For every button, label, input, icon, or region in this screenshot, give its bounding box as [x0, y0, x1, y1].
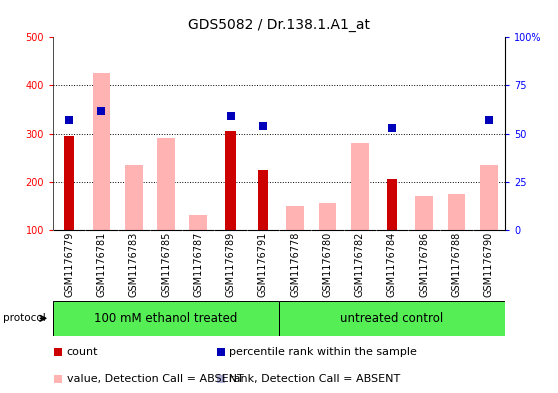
- Text: GSM1176787: GSM1176787: [193, 232, 203, 298]
- Bar: [351, 143, 369, 230]
- Bar: [415, 196, 433, 230]
- Bar: [64, 136, 74, 230]
- Text: rank, Detection Call = ABSENT: rank, Detection Call = ABSENT: [229, 374, 401, 384]
- Text: GSM1176780: GSM1176780: [323, 232, 333, 297]
- Text: GSM1176786: GSM1176786: [419, 232, 429, 297]
- Bar: [319, 204, 336, 230]
- Text: count: count: [66, 347, 98, 357]
- Bar: [387, 179, 397, 230]
- Text: percentile rank within the sample: percentile rank within the sample: [229, 347, 417, 357]
- Bar: [93, 73, 110, 230]
- Text: GDS5082 / Dr.138.1.A1_at: GDS5082 / Dr.138.1.A1_at: [188, 18, 370, 32]
- Bar: [279, 301, 505, 336]
- Text: GSM1176785: GSM1176785: [161, 232, 171, 298]
- Text: value, Detection Call = ABSENT: value, Detection Call = ABSENT: [66, 374, 243, 384]
- Text: GSM1176790: GSM1176790: [484, 232, 494, 297]
- Bar: [448, 194, 465, 230]
- Text: protocol: protocol: [3, 313, 46, 323]
- Text: GSM1176783: GSM1176783: [129, 232, 139, 297]
- Text: GSM1176781: GSM1176781: [97, 232, 107, 297]
- Text: 100 mM ethanol treated: 100 mM ethanol treated: [94, 312, 238, 325]
- Bar: [225, 131, 235, 230]
- Bar: [125, 165, 143, 230]
- Bar: [286, 206, 304, 230]
- Bar: [157, 138, 175, 230]
- Bar: [258, 170, 268, 230]
- Text: GSM1176779: GSM1176779: [64, 232, 74, 298]
- Bar: [53, 301, 279, 336]
- Text: GSM1176788: GSM1176788: [451, 232, 461, 297]
- Text: GSM1176778: GSM1176778: [290, 232, 300, 298]
- Bar: [480, 165, 498, 230]
- Text: GSM1176784: GSM1176784: [387, 232, 397, 297]
- Text: GSM1176789: GSM1176789: [225, 232, 235, 297]
- Text: GSM1176782: GSM1176782: [355, 232, 365, 298]
- Bar: [189, 215, 207, 230]
- Text: untreated control: untreated control: [340, 312, 444, 325]
- Text: GSM1176791: GSM1176791: [258, 232, 268, 297]
